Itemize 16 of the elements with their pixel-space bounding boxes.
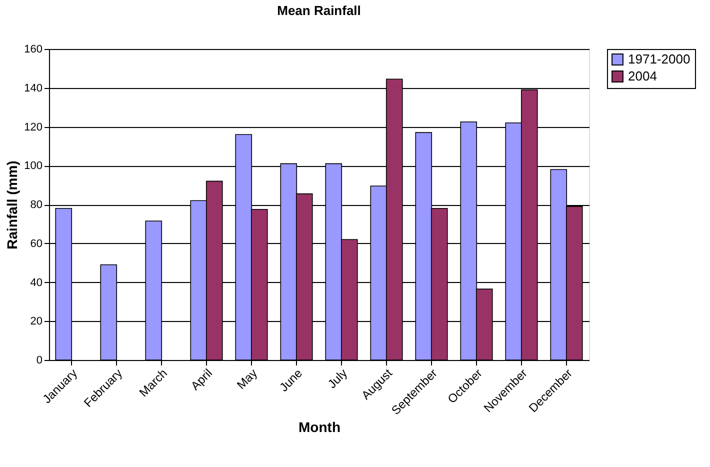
y-tick-label: 20 bbox=[30, 316, 42, 328]
y-tick-label: 140 bbox=[24, 82, 42, 94]
y-tick-label: 80 bbox=[30, 199, 42, 211]
legend-label: 2004 bbox=[628, 68, 657, 84]
chart-title: Mean Rainfall bbox=[277, 3, 361, 18]
y-tick-label: 40 bbox=[30, 276, 42, 289]
y-tick-label: 120 bbox=[24, 121, 42, 134]
y-tick-label: 160 bbox=[24, 44, 42, 56]
y-tick-label: 60 bbox=[30, 238, 42, 250]
x-tick-label: July bbox=[324, 366, 350, 392]
y-axis-title: Rainfall (mm) bbox=[4, 160, 20, 250]
x-axis-title: Month bbox=[298, 418, 340, 435]
y-tick-label: 0 bbox=[36, 354, 42, 366]
y-tick-label: 100 bbox=[24, 160, 42, 172]
x-tick-label: May bbox=[234, 366, 260, 392]
legend-label: 1971-2000 bbox=[628, 52, 690, 66]
